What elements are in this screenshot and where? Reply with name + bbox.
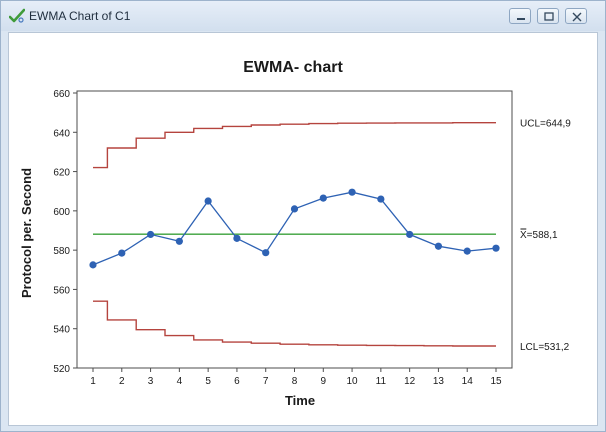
x-tick-label: 8 — [292, 376, 298, 387]
x-tick-label: 12 — [404, 376, 416, 387]
x-tick-label: 15 — [490, 376, 502, 387]
data-point — [146, 230, 155, 239]
data-point — [233, 234, 241, 242]
chart-area: EWMA- chart 520 540 560 580 600 620 640 660 1 2 3 4… — [8, 32, 598, 426]
x-tick-label: 11 — [376, 376, 387, 387]
y-tick-label: 540 — [53, 325, 70, 336]
x-tick-label: 3 — [148, 376, 154, 387]
x-tick-label: 13 — [433, 376, 445, 387]
maximize-button[interactable] — [537, 8, 559, 24]
lcl-line — [93, 300, 496, 347]
maximize-icon — [544, 12, 554, 21]
y-tick-label: 600 — [53, 207, 70, 218]
y-tick-label: 620 — [53, 168, 70, 179]
data-point — [204, 197, 212, 205]
y-axis-label: Protocol per. Second — [19, 168, 34, 298]
data-point — [463, 247, 471, 255]
data-point — [406, 230, 414, 239]
x-axis-label: Time — [285, 393, 315, 408]
x-tick-label: 1 — [90, 376, 96, 387]
center-line-label: X̿=588,1 — [520, 228, 558, 241]
x-tick-label: 4 — [177, 376, 183, 387]
lcl-label: LCL=531,2 — [520, 342, 570, 353]
data-point — [319, 194, 327, 202]
data-point — [492, 244, 500, 252]
x-tick-label: 7 — [263, 376, 269, 387]
x-tick-label: 14 — [462, 376, 474, 387]
chart-title: EWMA- chart — [243, 59, 343, 76]
data-point — [434, 242, 443, 250]
data-point — [89, 261, 97, 269]
ucl-label: UCL=644,9 — [520, 119, 571, 130]
y-tick-label: 640 — [53, 128, 70, 139]
window-titlebar[interactable]: EWMA Chart of C1 — [1, 1, 605, 31]
y-tick-label: 560 — [53, 285, 70, 296]
close-icon — [572, 12, 582, 22]
minitab-check-icon — [9, 8, 25, 23]
minimize-button[interactable] — [509, 8, 531, 24]
close-button[interactable] — [565, 8, 587, 24]
x-tick-label: 6 — [234, 376, 240, 387]
x-tick-label: 5 — [205, 376, 211, 387]
y-tick-label: 660 — [53, 89, 70, 100]
minimize-icon — [517, 18, 525, 20]
y-tick-label: 580 — [53, 246, 70, 257]
ucl-line — [93, 122, 496, 169]
x-tick-label: 2 — [119, 376, 125, 387]
data-point — [262, 249, 270, 257]
y-tick-label: 520 — [53, 364, 70, 375]
window-title: EWMA Chart of C1 — [29, 9, 131, 23]
x-tick-label: 10 — [347, 376, 359, 387]
data-point — [290, 205, 299, 213]
data-point — [118, 249, 126, 257]
data-point — [175, 237, 183, 245]
data-point — [377, 195, 385, 203]
data-point — [348, 188, 356, 196]
x-tick-label: 9 — [321, 376, 327, 387]
plot-frame — [76, 90, 513, 369]
